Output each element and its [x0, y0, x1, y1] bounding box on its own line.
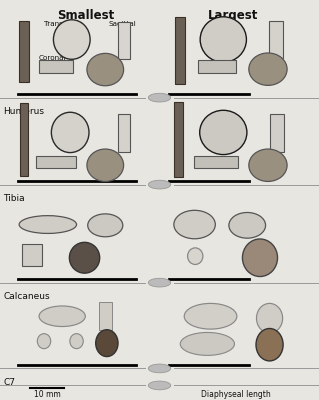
Bar	[270, 114, 284, 152]
Text: Sagittal: Sagittal	[109, 21, 137, 27]
Bar	[174, 102, 183, 177]
Text: Smallest: Smallest	[57, 9, 115, 22]
Ellipse shape	[229, 212, 265, 238]
Ellipse shape	[54, 20, 90, 59]
Text: Transverse: Transverse	[44, 21, 83, 27]
Ellipse shape	[51, 112, 89, 152]
Text: Largest: Largest	[208, 9, 258, 22]
Bar	[22, 244, 42, 266]
Bar	[99, 302, 112, 330]
Ellipse shape	[242, 239, 278, 276]
Bar	[118, 22, 130, 58]
Ellipse shape	[37, 334, 51, 349]
Ellipse shape	[88, 214, 123, 237]
Ellipse shape	[249, 149, 287, 182]
Ellipse shape	[148, 93, 171, 102]
Bar	[39, 60, 72, 73]
Bar	[194, 156, 238, 168]
Ellipse shape	[148, 381, 171, 390]
Ellipse shape	[70, 334, 83, 349]
Ellipse shape	[249, 53, 287, 85]
Ellipse shape	[148, 180, 171, 189]
Ellipse shape	[184, 304, 237, 329]
Ellipse shape	[96, 330, 118, 356]
Text: Diaphyseal length: Diaphyseal length	[201, 390, 271, 399]
Ellipse shape	[39, 306, 85, 326]
Ellipse shape	[174, 210, 215, 239]
Ellipse shape	[180, 332, 234, 355]
Ellipse shape	[87, 53, 124, 86]
Ellipse shape	[87, 149, 124, 182]
Bar	[36, 156, 76, 168]
Text: Calcaneus: Calcaneus	[3, 292, 50, 301]
Ellipse shape	[148, 278, 171, 287]
Bar	[198, 60, 236, 73]
Ellipse shape	[256, 304, 283, 333]
Bar	[19, 21, 29, 82]
Text: Coronal: Coronal	[39, 54, 66, 60]
Ellipse shape	[70, 242, 100, 273]
Ellipse shape	[19, 216, 77, 234]
Text: 10 mm: 10 mm	[34, 390, 61, 399]
Ellipse shape	[200, 17, 246, 62]
Bar	[20, 102, 28, 176]
Text: C7: C7	[3, 378, 15, 386]
Ellipse shape	[256, 328, 283, 361]
Text: Tibia: Tibia	[3, 194, 25, 203]
Bar	[269, 21, 283, 58]
Ellipse shape	[188, 248, 203, 264]
Text: Humerus: Humerus	[3, 107, 44, 116]
Bar	[175, 17, 185, 84]
Ellipse shape	[148, 364, 171, 373]
Bar	[118, 114, 130, 152]
Ellipse shape	[200, 110, 247, 154]
